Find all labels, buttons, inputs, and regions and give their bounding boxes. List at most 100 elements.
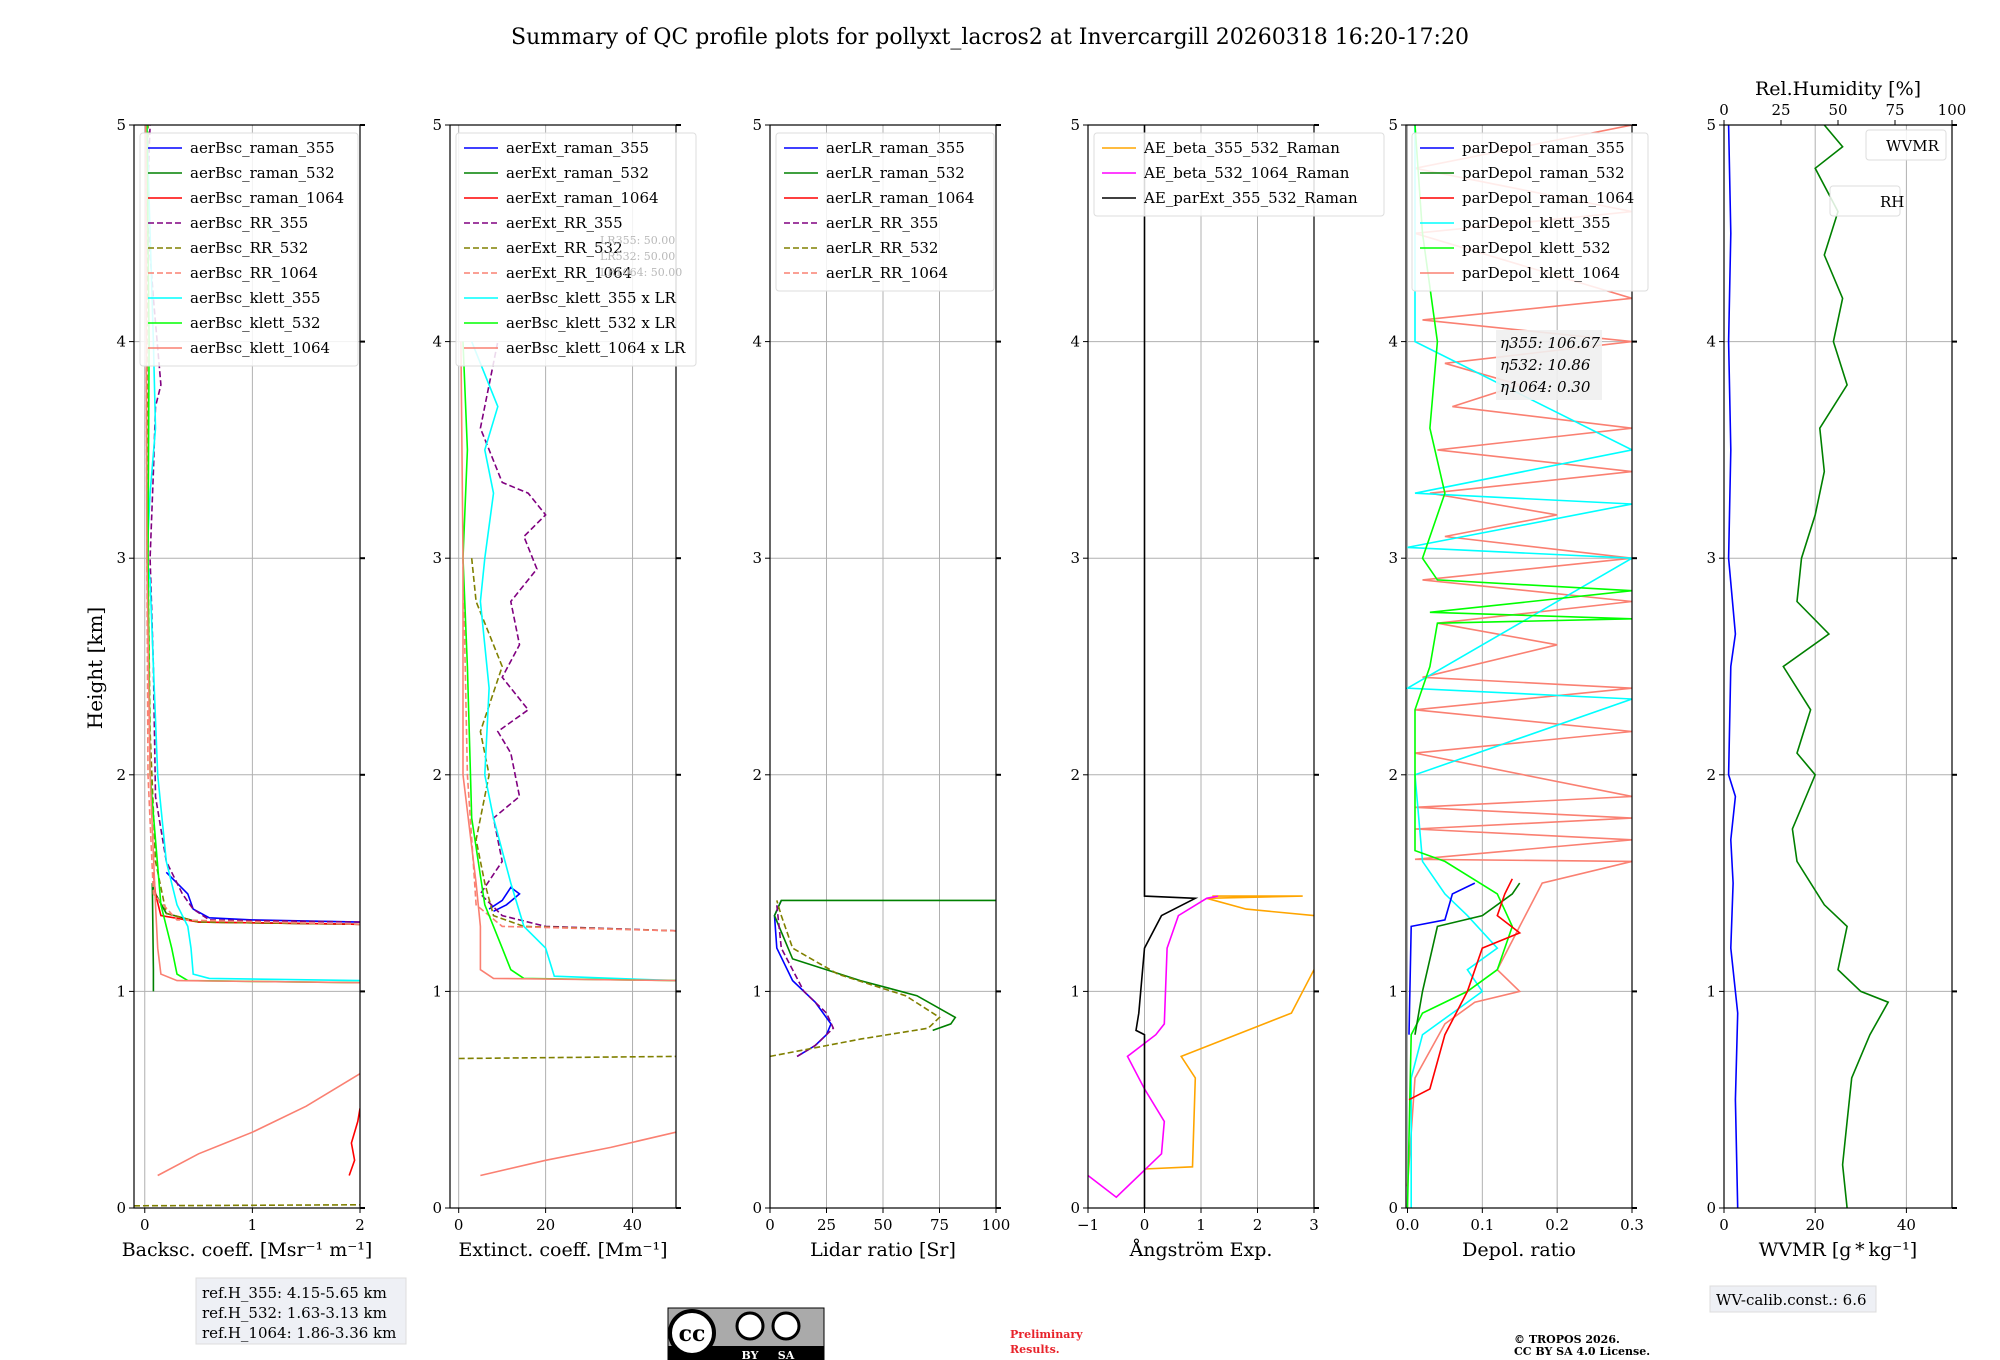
y-tick-label: 0: [116, 1199, 126, 1217]
series-aerBsc_raman_1064_low: [348, 1108, 360, 1176]
series-aerExt_RR_532: [470, 558, 676, 932]
x-axis-label: Ångström Exp.: [1129, 1239, 1273, 1261]
legend-label: aerLR_RR_355: [826, 214, 938, 232]
legend-label: aerBsc_klett_355: [190, 289, 321, 307]
y-axis-label: Height [km]: [83, 607, 107, 729]
x-tick-label: 0: [140, 1216, 150, 1234]
y-tick-label: 2: [1388, 766, 1398, 784]
y-tick-label: 2: [116, 766, 126, 784]
legend-label: aerExt_RR_1064: [506, 264, 632, 282]
legend-label: aerLR_raman_1064: [826, 189, 974, 207]
ref-height-532: ref.H_532: 1.63-3.13 km: [202, 1304, 387, 1322]
x2-tick-label: 50: [1828, 101, 1847, 119]
series-aerLR_RR_355: [776, 904, 835, 1058]
legend-label: aerBsc_klett_1064 x LR: [506, 339, 686, 357]
y-tick-label: 2: [1070, 766, 1080, 784]
y-tick-label: 1: [1070, 982, 1080, 1000]
cc-logo-icon: [668, 1309, 716, 1357]
legend-label: parDepol_raman_355: [1462, 139, 1625, 157]
ref-height-1064: ref.H_1064: 1.86-3.36 km: [202, 1324, 396, 1342]
legend-label: aerLR_raman_532: [826, 164, 965, 182]
legend-label: aerBsc_RR_532: [190, 239, 308, 257]
y-tick-label: 0: [1070, 1199, 1080, 1217]
legend-box: [1829, 185, 1901, 217]
legend-label: parDepol_klett_532: [1462, 239, 1611, 257]
y-tick-label: 3: [1388, 549, 1398, 567]
series-aerExt_RR_532_low: [458, 1055, 676, 1060]
series-aerExt_RR_1064: [462, 558, 676, 932]
series-aerBsc_klett_1064: [145, 125, 360, 984]
x-axis-label: WVMR [g * kg⁻¹]: [1759, 1239, 1917, 1261]
panel-5: 0 1 2 3 4 5 0.0 0.1 0.2 0.3 Depol. ratio parDepol_r…: [1388, 116, 1649, 1261]
ref-heights-box: ref.H_355: 4.15-5.65 km ref.H_532: 1.63-…: [195, 1277, 407, 1345]
legend-label: AE_parExt_355_532_Raman: [1143, 189, 1358, 207]
y-tick-label: 1: [1388, 982, 1398, 1000]
y-tick-label: 4: [116, 333, 126, 351]
x-tick-label: −1: [1077, 1216, 1099, 1234]
legend-label: aerLR_RR_532: [826, 239, 938, 257]
y-tick-label: 3: [432, 549, 442, 567]
axes-frame: [133, 124, 361, 1209]
legend-label: aerExt_RR_355: [506, 214, 623, 232]
y-tick-label: 0: [752, 1199, 762, 1217]
x-tick-label: 1: [248, 1216, 258, 1234]
x-tick-label: 100: [982, 1216, 1011, 1234]
y-tick-label: 1: [432, 982, 442, 1000]
legend: AE_beta_355_532_Raman AE_beta_532_1064_Ra…: [1093, 132, 1385, 217]
y-tick-label: 0: [432, 1199, 442, 1217]
y-tick-label: 4: [432, 333, 442, 351]
x-tick-label: 2: [355, 1216, 365, 1234]
legend-label: aerBsc_RR_1064: [190, 264, 318, 282]
legend-box: [139, 132, 359, 367]
y-tick-label: 3: [1070, 549, 1080, 567]
x-axis-label: Backsc. coeff. [Msr⁻¹ m⁻¹]: [122, 1239, 373, 1261]
by-person-icon: [735, 1311, 765, 1341]
figure-title: Summary of QC profile plots for pollyxt_…: [511, 25, 1469, 50]
axes-frame: [449, 124, 677, 1209]
legend-label: aerExt_raman_1064: [506, 189, 659, 207]
x-tick-label: 40: [1897, 1216, 1916, 1234]
legend: aerLR_raman_355 aerLR_raman_532 aerLR_rama…: [775, 132, 995, 292]
series-AE_parExt_355_532_Raman: [1135, 125, 1199, 1208]
x-axis-label: Depol. ratio: [1462, 1239, 1576, 1261]
x-tick-label: 50: [873, 1216, 892, 1234]
wv-calib-const: WV-calib.const.: 6.6: [1716, 1291, 1867, 1309]
cc-license-badge: cc BY SA: [667, 1307, 825, 1360]
faint-lr-label: LR532: 50.00: [600, 250, 675, 263]
y-tick-label: 5: [1070, 116, 1080, 134]
y-tick-label: 5: [116, 116, 126, 134]
series-aerExt_klett_355: [470, 341, 676, 982]
legend-label: parDepol_klett_1064: [1462, 264, 1620, 282]
eta-box: [1496, 330, 1602, 400]
legend-label: parDepol_raman_532: [1462, 164, 1625, 182]
series-AE_beta_532_1064_Raman: [1088, 895, 1219, 1199]
x-tick-label: 0: [1140, 1216, 1150, 1234]
preliminary-line-2: Results.: [1010, 1343, 1060, 1356]
series-parDepol_klett_532: [1406, 125, 1632, 1208]
series-aerBsc_RR_532_low: [134, 1204, 360, 1207]
legend-label: aerExt_raman_532: [506, 164, 649, 182]
panel-1: 0 1 2 3 4 5 0 1 2 Backsc. coeff. [Msr⁻¹ m⁻¹] aerBs…: [116, 116, 372, 1261]
series-RH: [1727, 125, 1739, 1208]
y-tick-label: 1: [116, 982, 126, 1000]
legend-label: aerLR_RR_1064: [826, 264, 948, 282]
y-tick-label: 2: [752, 766, 762, 784]
x-tick-label: 0: [454, 1216, 464, 1234]
x-tick-label: 20: [1806, 1216, 1825, 1234]
series-aerBsc_raman_1064: [152, 872, 360, 926]
x-tick-label: 0: [765, 1216, 775, 1234]
x-tick-label: 0: [1719, 1216, 1729, 1234]
series-aerExt_klett_1064: [460, 341, 676, 982]
y-tick-label: 0: [1388, 1199, 1398, 1217]
y-tick-label: 5: [1706, 116, 1716, 134]
legend-box: [1865, 129, 1947, 161]
legend: aerExt_raman_355 aerExt_raman_532 aerExt_r…: [455, 132, 697, 367]
legend-label: parDepol_klett_355: [1462, 214, 1611, 232]
legend-box: [775, 132, 995, 292]
copyright-line-2: CC BY SA 4.0 License.: [1514, 1345, 1650, 1358]
series-aerLR_raman_532: [773, 899, 996, 1032]
series-group: [770, 899, 996, 1058]
